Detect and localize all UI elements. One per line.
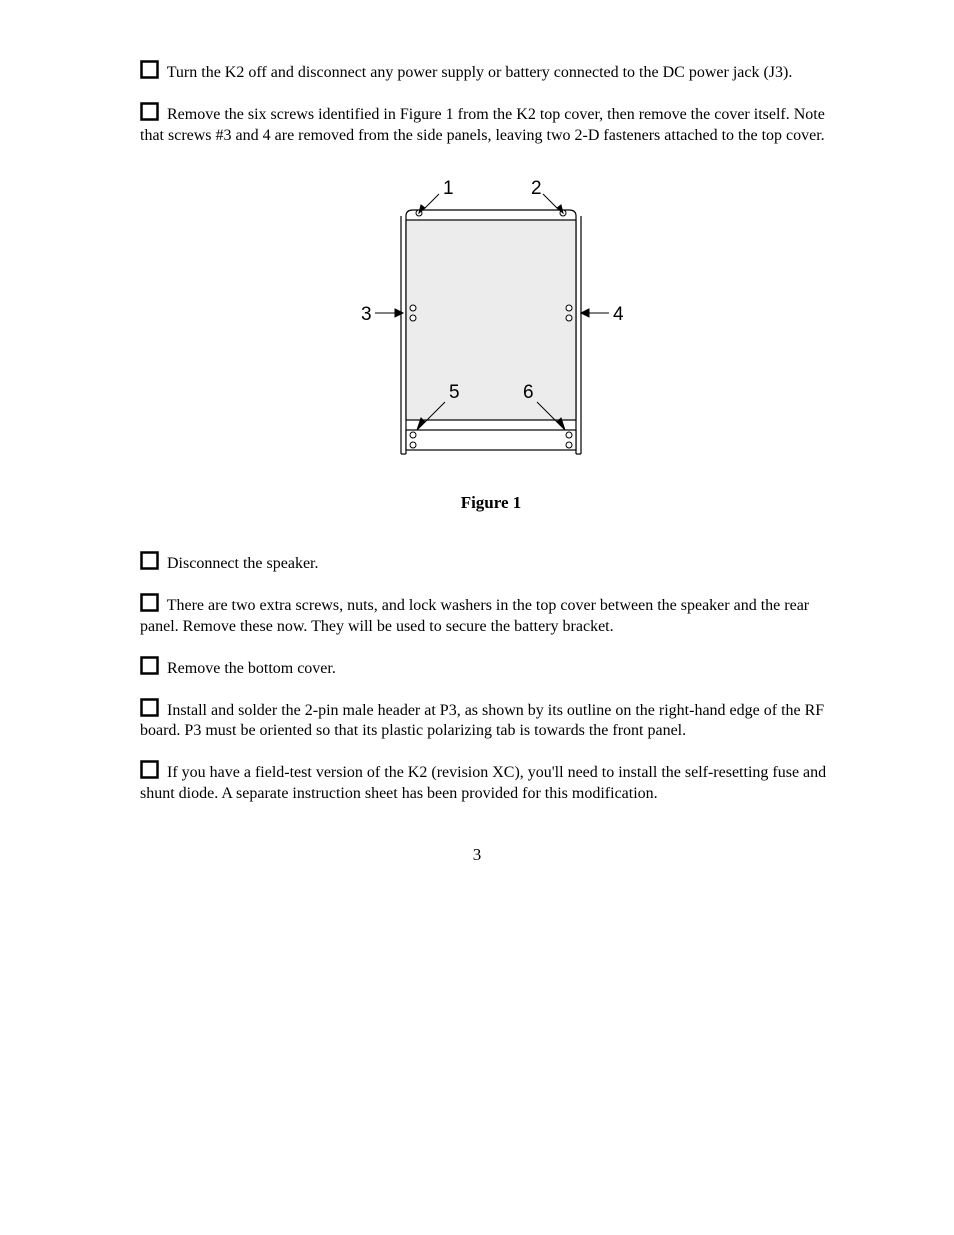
- step-text: Disconnect the speaker.: [167, 555, 319, 572]
- step-text: Remove the six screws identified in Figu…: [140, 106, 825, 144]
- figure-label-5: 5: [449, 382, 460, 403]
- checkbox-icon: [140, 60, 159, 79]
- figure-label-6: 6: [523, 382, 534, 403]
- checklist-step: Remove the bottom cover.: [140, 656, 842, 680]
- checkbox-icon: [140, 102, 159, 121]
- step-text: Remove the bottom cover.: [167, 660, 336, 677]
- checklist-step: Turn the K2 off and disconnect any power…: [140, 60, 842, 84]
- step-text: There are two extra screws, nuts, and lo…: [140, 597, 809, 635]
- checkbox-icon: [140, 760, 159, 779]
- document-page: Turn the K2 off and disconnect any power…: [0, 0, 954, 1235]
- figure-1-diagram: 1 2 3 4 5 6: [341, 180, 641, 480]
- figure-1: 1 2 3 4 5 6 Figure 1: [140, 180, 842, 513]
- figure-label-1: 1: [443, 180, 454, 199]
- figure-label-4: 4: [613, 304, 624, 325]
- figure-label-2: 2: [531, 180, 542, 199]
- figure-label-3: 3: [361, 304, 372, 325]
- checklist-step: If you have a field-test version of the …: [140, 760, 842, 805]
- step-text: If you have a field-test version of the …: [140, 764, 826, 802]
- checkbox-icon: [140, 656, 159, 675]
- checkbox-icon: [140, 551, 159, 570]
- page-number: 3: [0, 845, 954, 865]
- checklist-step: Remove the six screws identified in Figu…: [140, 102, 842, 147]
- step-text: Install and solder the 2-pin male header…: [140, 702, 824, 740]
- step-text: Turn the K2 off and disconnect any power…: [167, 64, 793, 81]
- checklist-step: There are two extra screws, nuts, and lo…: [140, 593, 842, 638]
- checkbox-icon: [140, 593, 159, 612]
- checkbox-icon: [140, 698, 159, 717]
- figure-caption: Figure 1: [140, 493, 842, 513]
- checklist-step: Disconnect the speaker.: [140, 551, 842, 575]
- checklist-step: Install and solder the 2-pin male header…: [140, 698, 842, 743]
